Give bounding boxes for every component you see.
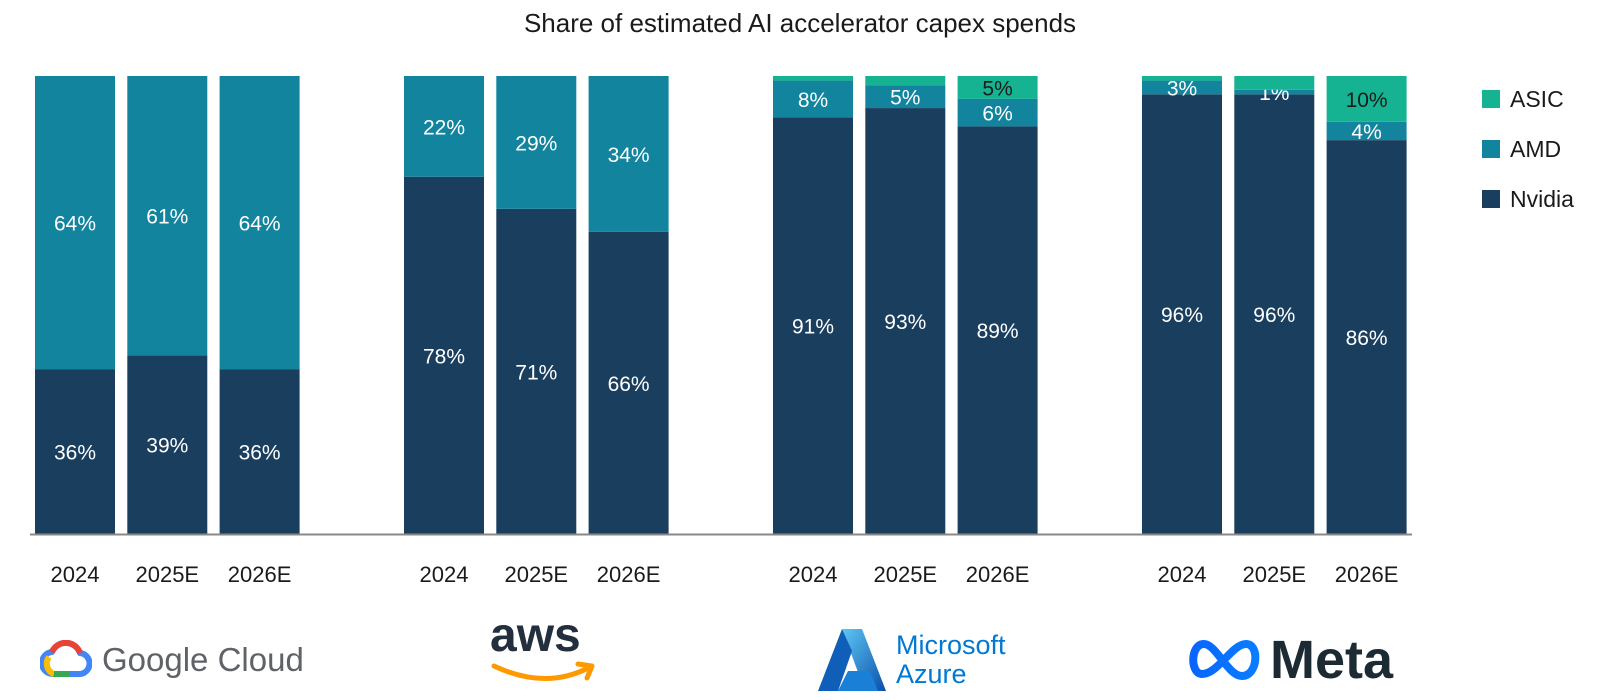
legend-item-amd: AMD	[1482, 124, 1574, 174]
bar-segment-meta-2026e-asic	[1326, 76, 1407, 122]
legend-item-asic: ASIC	[1482, 74, 1574, 124]
azure-a-icon	[818, 629, 886, 691]
bar-segment-google-cloud-2025e-amd	[127, 76, 208, 356]
data-label-google-cloud-2026e-amd: 64%	[239, 213, 281, 236]
data-label-meta-2026e-nvidia: 86%	[1346, 327, 1388, 350]
legend-swatch-asic	[1482, 90, 1500, 108]
bar-segment-google-cloud-2024-nvidia	[35, 369, 115, 534]
aws-logo: aws	[490, 612, 600, 692]
bar-segment-meta-2026e-amd	[1326, 121, 1407, 141]
bar-segment-aws-2024-nvidia	[404, 176, 484, 534]
bar-segment-aws-2025e-nvidia	[496, 208, 577, 534]
bar-segment-aws-2024-amd	[404, 76, 484, 177]
bar-segment-meta-2025e-asic	[1234, 76, 1315, 90]
bar-segment-meta-2024-nvidia	[1142, 94, 1222, 534]
data-label-microsoft-azure-2025e-nvidia: 93%	[884, 311, 926, 334]
x-tick-label-google-cloud-2026e: 2026E	[228, 562, 292, 587]
legend-swatch-nvidia	[1482, 190, 1500, 208]
data-label-meta-2024-nvidia: 96%	[1161, 304, 1203, 327]
legend-label-nvidia: Nvidia	[1510, 185, 1574, 212]
legend: ASIC AMD Nvidia	[1482, 74, 1574, 224]
chart-title: Share of estimated AI accelerator capex …	[523, 8, 1077, 38]
x-tick-label-aws-2024: 2024	[420, 562, 469, 587]
data-label-google-cloud-2026e-nvidia: 36%	[239, 442, 281, 465]
data-label-microsoft-azure-2024-amd: 8%	[798, 89, 828, 112]
data-label-meta-2026e-asic: 10%	[1346, 89, 1388, 112]
x-tick-label-microsoft-azure-2026e: 2026E	[966, 562, 1030, 587]
x-tick-label-aws-2026e: 2026E	[597, 562, 661, 587]
x-tick-label-microsoft-azure-2025e: 2025E	[873, 562, 937, 587]
google-cloud-logo: Google Cloud	[40, 620, 304, 700]
data-label-aws-2026e-nvidia: 66%	[608, 373, 650, 396]
bar-segment-meta-2025e-amd	[1234, 89, 1315, 95]
bar-segment-meta-2024-asic	[1142, 76, 1222, 81]
bar-segment-meta-2025e-nvidia	[1234, 94, 1315, 534]
bar-segment-aws-2025e-amd	[496, 76, 577, 209]
bar-segment-microsoft-azure-2026e-nvidia	[957, 126, 1038, 534]
data-label-microsoft-azure-2026e-asic: 5%	[982, 77, 1012, 100]
legend-label-asic: ASIC	[1510, 85, 1564, 112]
bar-segment-google-cloud-2025e-nvidia	[127, 355, 208, 534]
amazon-smile-icon	[491, 661, 595, 681]
meta-infinity-icon	[1189, 640, 1260, 680]
meta-wordmark: Meta	[1270, 630, 1394, 690]
legend-swatch-amd	[1482, 140, 1500, 158]
bar-segment-microsoft-azure-2025e-nvidia	[865, 108, 946, 534]
data-label-aws-2025e-amd: 29%	[515, 132, 557, 155]
data-label-meta-2026e-amd: 4%	[1351, 121, 1381, 144]
azure-wordmark-line2: Azure	[896, 659, 967, 689]
bar-segment-aws-2026e-nvidia	[588, 231, 669, 534]
data-label-aws-2024-amd: 22%	[423, 116, 465, 139]
legend-label-amd: AMD	[1510, 135, 1562, 162]
data-label-aws-2026e-amd: 34%	[608, 144, 650, 167]
data-label-microsoft-azure-2025e-amd: 5%	[890, 87, 920, 110]
bar-segment-microsoft-azure-2026e-asic	[957, 76, 1038, 99]
data-label-aws-2025e-nvidia: 71%	[515, 361, 557, 384]
stacked-bar-chart: 36% 64% 2024 39% 61% 2025E 36% 64% 2026E 78% 22% 20…	[30, 76, 1412, 587]
meta-logo: Meta	[1188, 620, 1393, 700]
data-label-aws-2024-nvidia: 78%	[423, 345, 465, 368]
bar-segment-microsoft-azure-2024-asic	[773, 76, 853, 81]
bar-segment-google-cloud-2024-amd	[35, 76, 115, 370]
bar-segment-aws-2026e-amd	[588, 76, 669, 232]
data-label-google-cloud-2024-nvidia: 36%	[54, 442, 96, 465]
aws-wordmark: aws	[490, 609, 581, 662]
google-cloud-icon	[40, 640, 92, 678]
data-label-microsoft-azure-2026e-nvidia: 89%	[977, 320, 1019, 343]
data-label-google-cloud-2024-amd: 64%	[54, 213, 96, 236]
google-cloud-wordmark: Google Cloud	[102, 641, 304, 678]
bar-segment-google-cloud-2026e-amd	[219, 76, 300, 370]
bar-segment-meta-2026e-nvidia	[1326, 140, 1407, 534]
data-label-microsoft-azure-2026e-amd: 6%	[982, 103, 1012, 126]
x-tick-label-meta-2026e: 2026E	[1335, 562, 1399, 587]
x-tick-label-microsoft-azure-2024: 2024	[789, 562, 838, 587]
bar-segment-microsoft-azure-2024-amd	[773, 80, 853, 118]
bar-segment-microsoft-azure-2025e-amd	[865, 85, 946, 109]
data-label-google-cloud-2025e-nvidia: 39%	[146, 435, 188, 458]
x-tick-label-meta-2025e: 2025E	[1242, 562, 1306, 587]
x-tick-label-google-cloud-2024: 2024	[51, 562, 100, 587]
x-tick-label-meta-2024: 2024	[1158, 562, 1207, 587]
bar-segment-microsoft-azure-2024-nvidia	[773, 117, 853, 534]
bar-segment-google-cloud-2026e-nvidia	[219, 369, 300, 534]
azure-wordmark-line1: Microsoft	[896, 630, 1006, 660]
bar-segment-microsoft-azure-2026e-amd	[957, 98, 1038, 127]
data-label-meta-2024-amd: 3%	[1167, 77, 1197, 100]
data-label-meta-2025e-nvidia: 96%	[1253, 304, 1295, 327]
microsoft-azure-logo: Microsoft Azure	[818, 620, 1006, 700]
bar-segment-meta-2024-amd	[1142, 80, 1222, 95]
bar-segment-microsoft-azure-2025e-asic	[865, 76, 946, 86]
x-tick-label-aws-2025e: 2025E	[504, 562, 568, 587]
legend-item-nvidia: Nvidia	[1482, 174, 1574, 224]
data-label-google-cloud-2025e-amd: 61%	[146, 206, 188, 229]
x-tick-label-google-cloud-2025e: 2025E	[135, 562, 199, 587]
data-label-microsoft-azure-2024-nvidia: 91%	[792, 316, 834, 339]
